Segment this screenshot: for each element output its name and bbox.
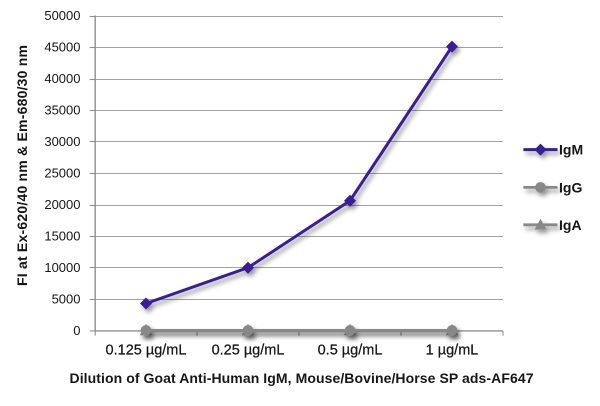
svg-text:FI at Ex-620/40 nm & Em-680/30: FI at Ex-620/40 nm & Em-680/30 nm	[14, 45, 30, 286]
svg-text:0: 0	[73, 323, 80, 338]
svg-text:45000: 45000	[44, 40, 80, 55]
svg-text:IgM: IgM	[559, 142, 583, 158]
svg-text:1 µg/mL: 1 µg/mL	[426, 342, 479, 358]
svg-text:Dilution of Goat Anti-Human Ig: Dilution of Goat Anti-Human IgM, Mouse/B…	[70, 370, 534, 386]
svg-text:15000: 15000	[44, 228, 80, 243]
svg-text:10000: 10000	[44, 260, 80, 275]
svg-text:IgG: IgG	[559, 179, 582, 195]
svg-text:0.125 µg/mL: 0.125 µg/mL	[106, 342, 187, 358]
svg-text:35000: 35000	[44, 103, 80, 118]
svg-text:0.25 µg/mL: 0.25 µg/mL	[212, 342, 285, 358]
svg-text:5000: 5000	[52, 291, 81, 306]
svg-text:40000: 40000	[44, 71, 80, 86]
svg-text:30000: 30000	[44, 134, 80, 149]
svg-text:20000: 20000	[44, 197, 80, 212]
svg-text:25000: 25000	[44, 165, 80, 180]
svg-text:50000: 50000	[44, 8, 80, 23]
svg-text:0.5 µg/mL: 0.5 µg/mL	[318, 342, 383, 358]
svg-text:IgA: IgA	[559, 217, 582, 233]
